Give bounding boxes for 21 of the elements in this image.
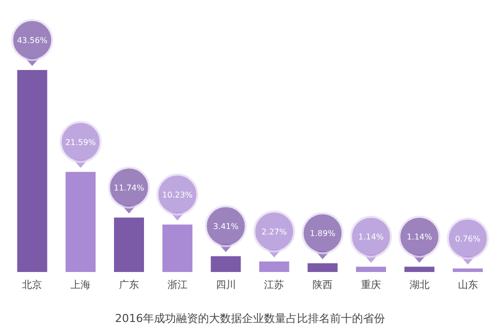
x-tick-label: 四川 xyxy=(216,279,236,291)
x-tick-label: 广东 xyxy=(119,279,139,291)
x-tick-label: 湖北 xyxy=(409,279,430,291)
data-label: 21.59% xyxy=(65,138,96,147)
data-label: 2.27% xyxy=(261,227,288,236)
data-label: 0.76% xyxy=(455,234,481,244)
data-label: 43.56% xyxy=(16,36,48,45)
x-tick-label: 江苏 xyxy=(264,279,284,291)
text: 2016年成功融资的大数据企业数量占比排名前十的省份 xyxy=(115,312,385,325)
data-label: 1.89% xyxy=(310,229,336,238)
x-tick-label: 浙江 xyxy=(167,279,188,291)
x-tick-label: 北京 xyxy=(22,279,42,291)
x-tick-label: 山东 xyxy=(458,279,478,291)
x-tick-label: 陕西 xyxy=(312,279,333,291)
x-tick-label: 重庆 xyxy=(361,279,381,291)
data-label: 10.23% xyxy=(162,190,194,200)
data-label: 1.14% xyxy=(358,232,384,242)
data-label: 1.14% xyxy=(406,232,432,242)
x-tick-label: 上海 xyxy=(70,279,91,291)
data-label: 3.41% xyxy=(213,222,239,232)
data-label: 11.74% xyxy=(114,184,145,193)
